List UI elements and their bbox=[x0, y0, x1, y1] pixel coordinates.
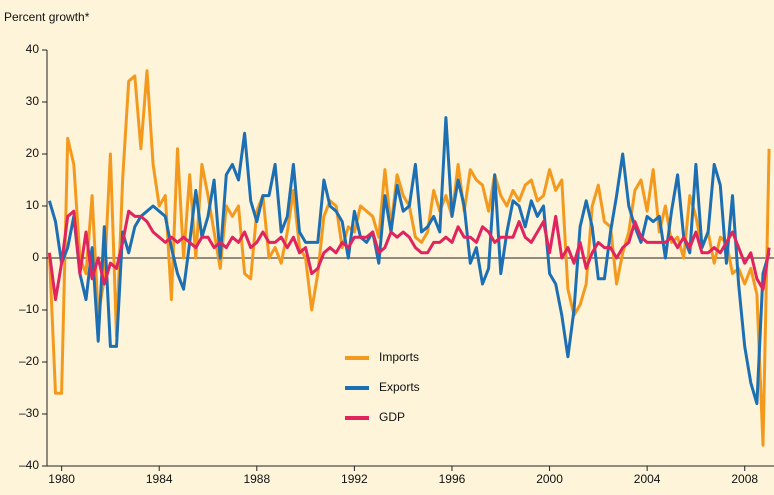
x-tick-label: 2004 bbox=[634, 472, 661, 486]
y-tick-label: –10 bbox=[19, 302, 39, 316]
y-tick-label: 30 bbox=[26, 94, 40, 108]
legend-label: Exports bbox=[379, 380, 420, 394]
x-tick-label: 1988 bbox=[243, 472, 270, 486]
series-line bbox=[47, 209, 771, 302]
y-tick-label: 40 bbox=[26, 42, 40, 56]
y-tick-label: –40 bbox=[19, 458, 39, 472]
x-tick-label: 2008 bbox=[731, 472, 758, 486]
legend-label: Imports bbox=[379, 350, 419, 364]
x-tick-label: 1980 bbox=[48, 472, 75, 486]
legend-label: GDP bbox=[379, 410, 405, 424]
y-tick-label: 10 bbox=[26, 198, 40, 212]
y-tick-label: –20 bbox=[19, 354, 39, 368]
x-tick-label: 1996 bbox=[439, 472, 466, 486]
x-tick-label: 2000 bbox=[536, 472, 563, 486]
y-tick-label: 0 bbox=[32, 250, 39, 264]
y-axis-label: Percent growth* bbox=[4, 10, 90, 24]
y-tick-label: 20 bbox=[26, 146, 40, 160]
x-tick-label: 1992 bbox=[341, 472, 368, 486]
y-tick-label: –30 bbox=[19, 406, 39, 420]
x-tick-label: 1984 bbox=[146, 472, 173, 486]
